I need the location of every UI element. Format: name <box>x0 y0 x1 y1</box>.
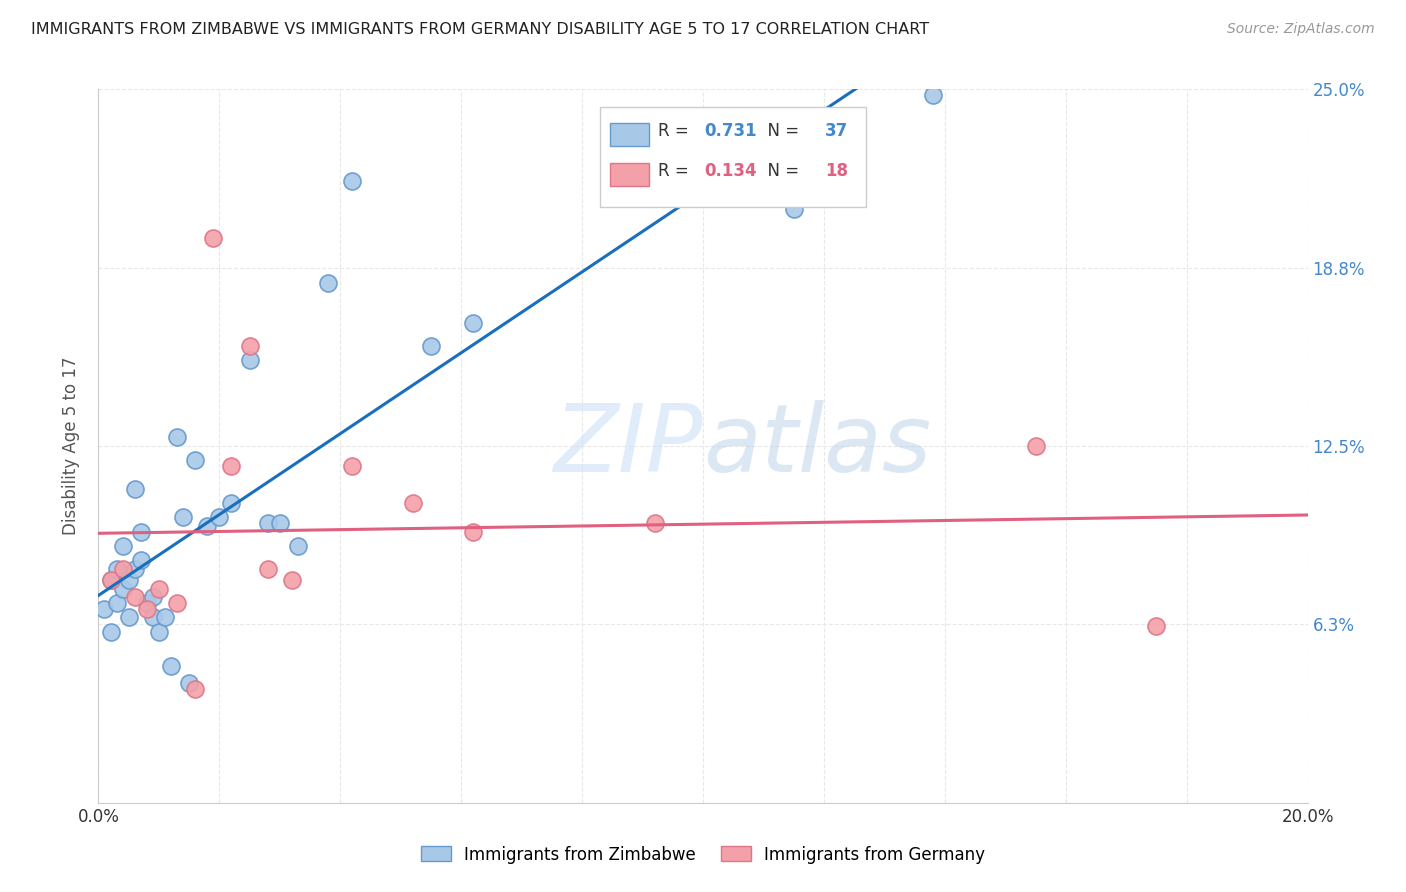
Point <box>402 496 425 510</box>
Point <box>100 624 122 639</box>
Text: 18: 18 <box>825 162 848 180</box>
Text: atlas: atlas <box>703 401 931 491</box>
Point <box>148 582 170 596</box>
Point <box>921 87 943 102</box>
Point <box>166 430 188 444</box>
Point <box>1144 619 1167 633</box>
Point <box>184 681 207 696</box>
Point <box>100 573 122 587</box>
Point <box>202 230 225 244</box>
Text: IMMIGRANTS FROM ZIMBABWE VS IMMIGRANTS FROM GERMANY DISABILITY AGE 5 TO 17 CORRE: IMMIGRANTS FROM ZIMBABWE VS IMMIGRANTS F… <box>31 22 929 37</box>
Point <box>135 596 157 610</box>
Legend: Immigrants from Zimbabwe, Immigrants from Germany: Immigrants from Zimbabwe, Immigrants fro… <box>415 839 991 871</box>
Text: R =: R = <box>658 121 695 139</box>
Point <box>100 573 122 587</box>
Point <box>783 202 806 216</box>
Point <box>172 510 194 524</box>
Point <box>256 516 278 530</box>
Text: Source: ZipAtlas.com: Source: ZipAtlas.com <box>1227 22 1375 37</box>
Point <box>129 524 152 539</box>
Point <box>148 624 170 639</box>
Point <box>135 601 157 615</box>
Point <box>463 316 485 330</box>
Point <box>142 610 165 624</box>
Text: R =: R = <box>658 162 695 180</box>
Point <box>281 573 304 587</box>
Point <box>256 562 278 576</box>
Point <box>221 496 243 510</box>
FancyBboxPatch shape <box>610 163 648 186</box>
Point <box>153 610 176 624</box>
Text: ZIP: ZIP <box>554 401 703 491</box>
Point <box>118 573 141 587</box>
Point <box>221 458 243 473</box>
Point <box>287 539 309 553</box>
Point <box>166 596 188 610</box>
Point <box>124 482 146 496</box>
Text: 0.731: 0.731 <box>704 121 756 139</box>
Point <box>316 277 339 291</box>
Point <box>142 591 165 605</box>
Point <box>160 658 183 673</box>
FancyBboxPatch shape <box>600 107 866 207</box>
Point <box>124 591 146 605</box>
FancyBboxPatch shape <box>610 123 648 145</box>
Text: 37: 37 <box>825 121 848 139</box>
Point <box>195 519 218 533</box>
Text: N =: N = <box>758 121 804 139</box>
Point <box>124 562 146 576</box>
Text: 0.134: 0.134 <box>704 162 756 180</box>
Point <box>239 353 262 368</box>
Point <box>208 510 231 524</box>
Point <box>269 516 291 530</box>
Point <box>1024 439 1046 453</box>
Point <box>644 516 666 530</box>
Point <box>93 601 115 615</box>
Point <box>239 339 262 353</box>
Point <box>111 539 134 553</box>
Point <box>342 458 364 473</box>
Point <box>463 524 485 539</box>
Point <box>129 553 152 567</box>
Point <box>342 173 364 187</box>
Text: N =: N = <box>758 162 804 180</box>
Point <box>105 596 128 610</box>
Point <box>661 173 683 187</box>
Point <box>179 676 201 690</box>
Point <box>420 339 443 353</box>
Point <box>105 562 128 576</box>
Point <box>111 582 134 596</box>
Point <box>118 610 141 624</box>
Point <box>111 562 134 576</box>
Y-axis label: Disability Age 5 to 17: Disability Age 5 to 17 <box>62 357 80 535</box>
Point <box>184 453 207 467</box>
